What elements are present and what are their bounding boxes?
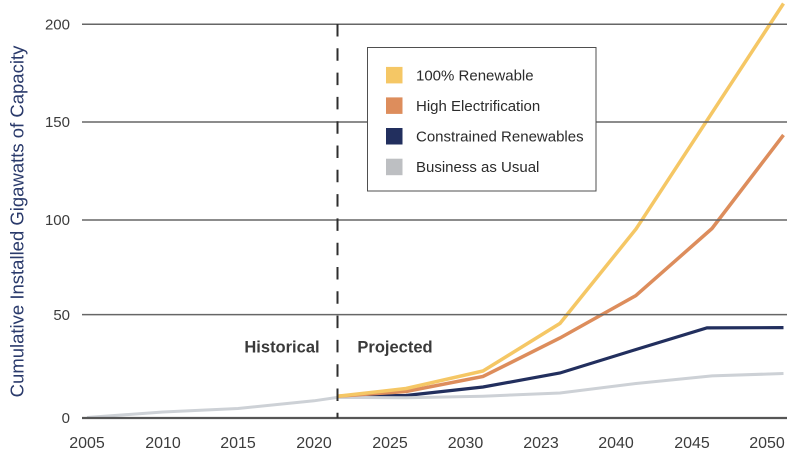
svg-text:High Electrification: High Electrification [416,98,540,115]
svg-text:100% Renewable: 100% Renewable [416,67,534,84]
svg-text:Projected: Projected [357,339,432,357]
svg-text:150: 150 [45,114,70,131]
svg-text:Constrained Renewables: Constrained Renewables [416,128,584,145]
svg-text:Cumulative Installed Gigawatts: Cumulative Installed Gigawatts of Capaci… [7,45,28,397]
svg-text:2050: 2050 [749,435,785,452]
svg-text:2040: 2040 [598,435,634,452]
svg-text:100: 100 [45,212,70,229]
svg-text:2023: 2023 [523,435,559,452]
svg-text:2030: 2030 [448,435,484,452]
svg-text:Historical: Historical [244,339,319,357]
svg-text:2010: 2010 [145,435,181,452]
svg-text:2025: 2025 [372,435,408,452]
svg-text:2020: 2020 [296,435,332,452]
svg-text:Business as Usual: Business as Usual [416,159,539,176]
svg-text:50: 50 [53,307,70,324]
svg-text:2045: 2045 [674,435,710,452]
svg-text:200: 200 [45,16,70,33]
svg-text:0: 0 [62,410,70,427]
svg-text:2015: 2015 [220,435,256,452]
svg-text:2005: 2005 [69,435,105,452]
